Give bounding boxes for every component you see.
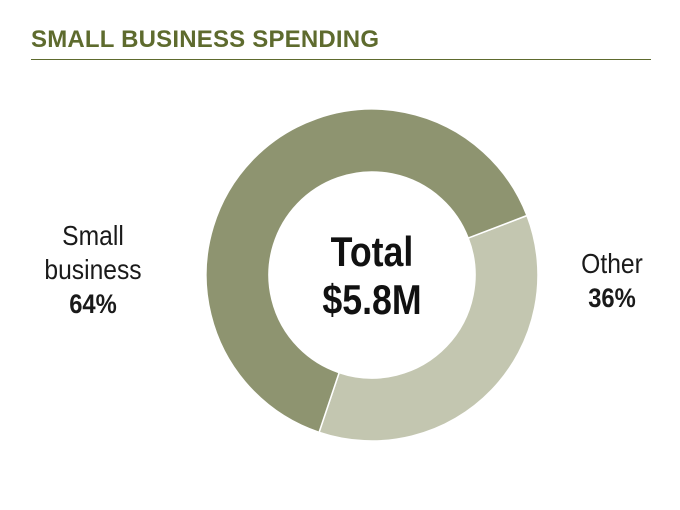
label-other-percent: 36%: [588, 283, 636, 313]
label-small-business-line-2: business: [44, 254, 142, 285]
label-small-business-line-1: Small: [62, 220, 124, 251]
label-other: Other 36%: [560, 247, 664, 315]
title-rule: [31, 59, 651, 60]
donut-slice-small-business: [205, 108, 528, 434]
label-small-business: Small business 64%: [26, 219, 160, 321]
label-other-line-1: Other: [581, 248, 643, 279]
donut-slice-other: [318, 214, 539, 442]
center-total-line-2: $5.8M: [322, 276, 422, 323]
chart-title: SMALL BUSINESS SPENDING: [31, 26, 380, 53]
center-total-label: Total $5.8M: [272, 228, 472, 324]
center-total-line-1: Total: [330, 228, 414, 275]
label-small-business-percent: 64%: [69, 289, 117, 319]
